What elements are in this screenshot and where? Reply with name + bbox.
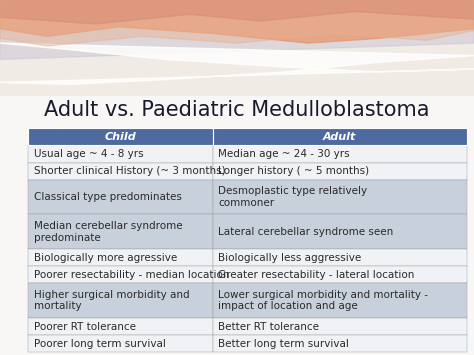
Text: Median cerebellar syndrome
predominate: Median cerebellar syndrome predominate: [34, 221, 183, 242]
Text: Classical type predominates: Classical type predominates: [34, 192, 182, 202]
Text: Poorer resectability - median location: Poorer resectability - median location: [34, 270, 229, 280]
Text: Adult vs. Paediatric Medulloblastoma: Adult vs. Paediatric Medulloblastoma: [44, 100, 430, 120]
Bar: [212, 335, 467, 353]
Bar: [28, 266, 212, 283]
Bar: [212, 180, 467, 214]
Text: Higher surgical morbidity and
mortality: Higher surgical morbidity and mortality: [34, 290, 190, 311]
Bar: [212, 146, 467, 163]
Polygon shape: [0, 0, 474, 43]
Text: Shorter clinical History (~ 3 months): Shorter clinical History (~ 3 months): [34, 166, 226, 176]
Bar: [28, 128, 212, 146]
Text: Greater resectability - lateral location: Greater resectability - lateral location: [218, 270, 415, 280]
Text: Biologically more agressive: Biologically more agressive: [34, 252, 177, 263]
Polygon shape: [0, 43, 474, 84]
Text: Better RT tolerance: Better RT tolerance: [218, 322, 319, 332]
Polygon shape: [0, 0, 474, 46]
Polygon shape: [0, 0, 474, 24]
Polygon shape: [0, 0, 474, 59]
Text: Child: Child: [105, 132, 137, 142]
Bar: [212, 249, 467, 266]
Bar: [28, 335, 212, 353]
Text: Lateral cerebellar syndrome seen: Lateral cerebellar syndrome seen: [218, 227, 393, 237]
Bar: [212, 283, 467, 318]
Bar: [28, 283, 212, 318]
Bar: [212, 318, 467, 335]
Text: Better long term survival: Better long term survival: [218, 339, 349, 349]
Bar: [212, 163, 467, 180]
Bar: [28, 180, 212, 214]
Text: Poorer RT tolerance: Poorer RT tolerance: [34, 322, 136, 332]
Bar: [28, 146, 212, 163]
Text: Longer history ( ~ 5 months): Longer history ( ~ 5 months): [218, 166, 369, 176]
Bar: [28, 214, 212, 249]
Bar: [212, 266, 467, 283]
Text: Lower surgical morbidity and mortality -
impact of location and age: Lower surgical morbidity and mortality -…: [218, 290, 428, 311]
Bar: [28, 249, 212, 266]
Bar: [28, 318, 212, 335]
Bar: [28, 163, 212, 180]
Text: Biologically less aggressive: Biologically less aggressive: [218, 252, 362, 263]
Bar: [212, 214, 467, 249]
Text: Usual age ~ 4 - 8 yrs: Usual age ~ 4 - 8 yrs: [34, 149, 144, 159]
Text: Poorer long term survival: Poorer long term survival: [34, 339, 166, 349]
Text: Median age ~ 24 - 30 yrs: Median age ~ 24 - 30 yrs: [218, 149, 350, 159]
Text: Desmoplastic type relatively
commoner: Desmoplastic type relatively commoner: [218, 186, 367, 208]
Text: Adult: Adult: [323, 132, 356, 142]
Bar: [212, 128, 467, 146]
